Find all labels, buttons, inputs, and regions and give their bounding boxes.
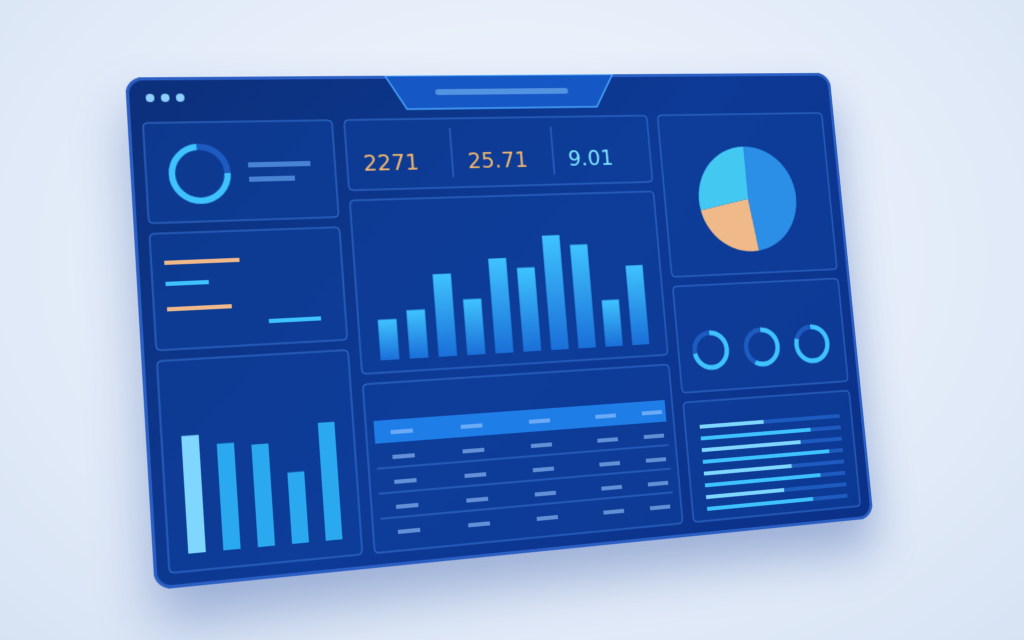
small-bar [317,421,343,541]
small-bar [251,443,276,548]
bar [601,299,623,347]
stat-value: 25.71 [467,148,529,174]
bar [463,298,486,356]
bar [406,309,429,359]
window-dot[interactable] [145,93,155,103]
table-cell [597,437,619,443]
table-cell [599,460,621,467]
stat-value: 2271 [362,150,420,177]
bar [625,264,650,346]
table-cell [528,418,551,424]
dashboard-panel: 2271 25.71 9.01 [124,73,874,591]
small-bar [216,442,241,551]
table-cell [601,484,623,491]
gauge-card [673,278,848,392]
pie-slice [699,198,760,254]
small-bar [181,434,206,554]
stat-value: 9.01 [567,146,614,172]
bar [432,273,458,357]
small-bar-card [157,350,362,573]
list-card [149,227,347,350]
stats-card [344,116,653,191]
table-cell [603,508,625,515]
bar [488,257,514,354]
title-placeholder [435,87,569,96]
small-bar [287,471,309,544]
table-cell [530,442,553,449]
table-card [363,364,683,553]
window-dot[interactable] [160,93,170,102]
pie-slice [694,146,749,211]
window-dot[interactable] [175,93,185,102]
bar [516,267,542,352]
table-cell [532,466,555,473]
dashboard: 2271 25.71 9.01 [125,73,874,590]
progress-card [683,390,860,522]
bar [377,318,400,361]
